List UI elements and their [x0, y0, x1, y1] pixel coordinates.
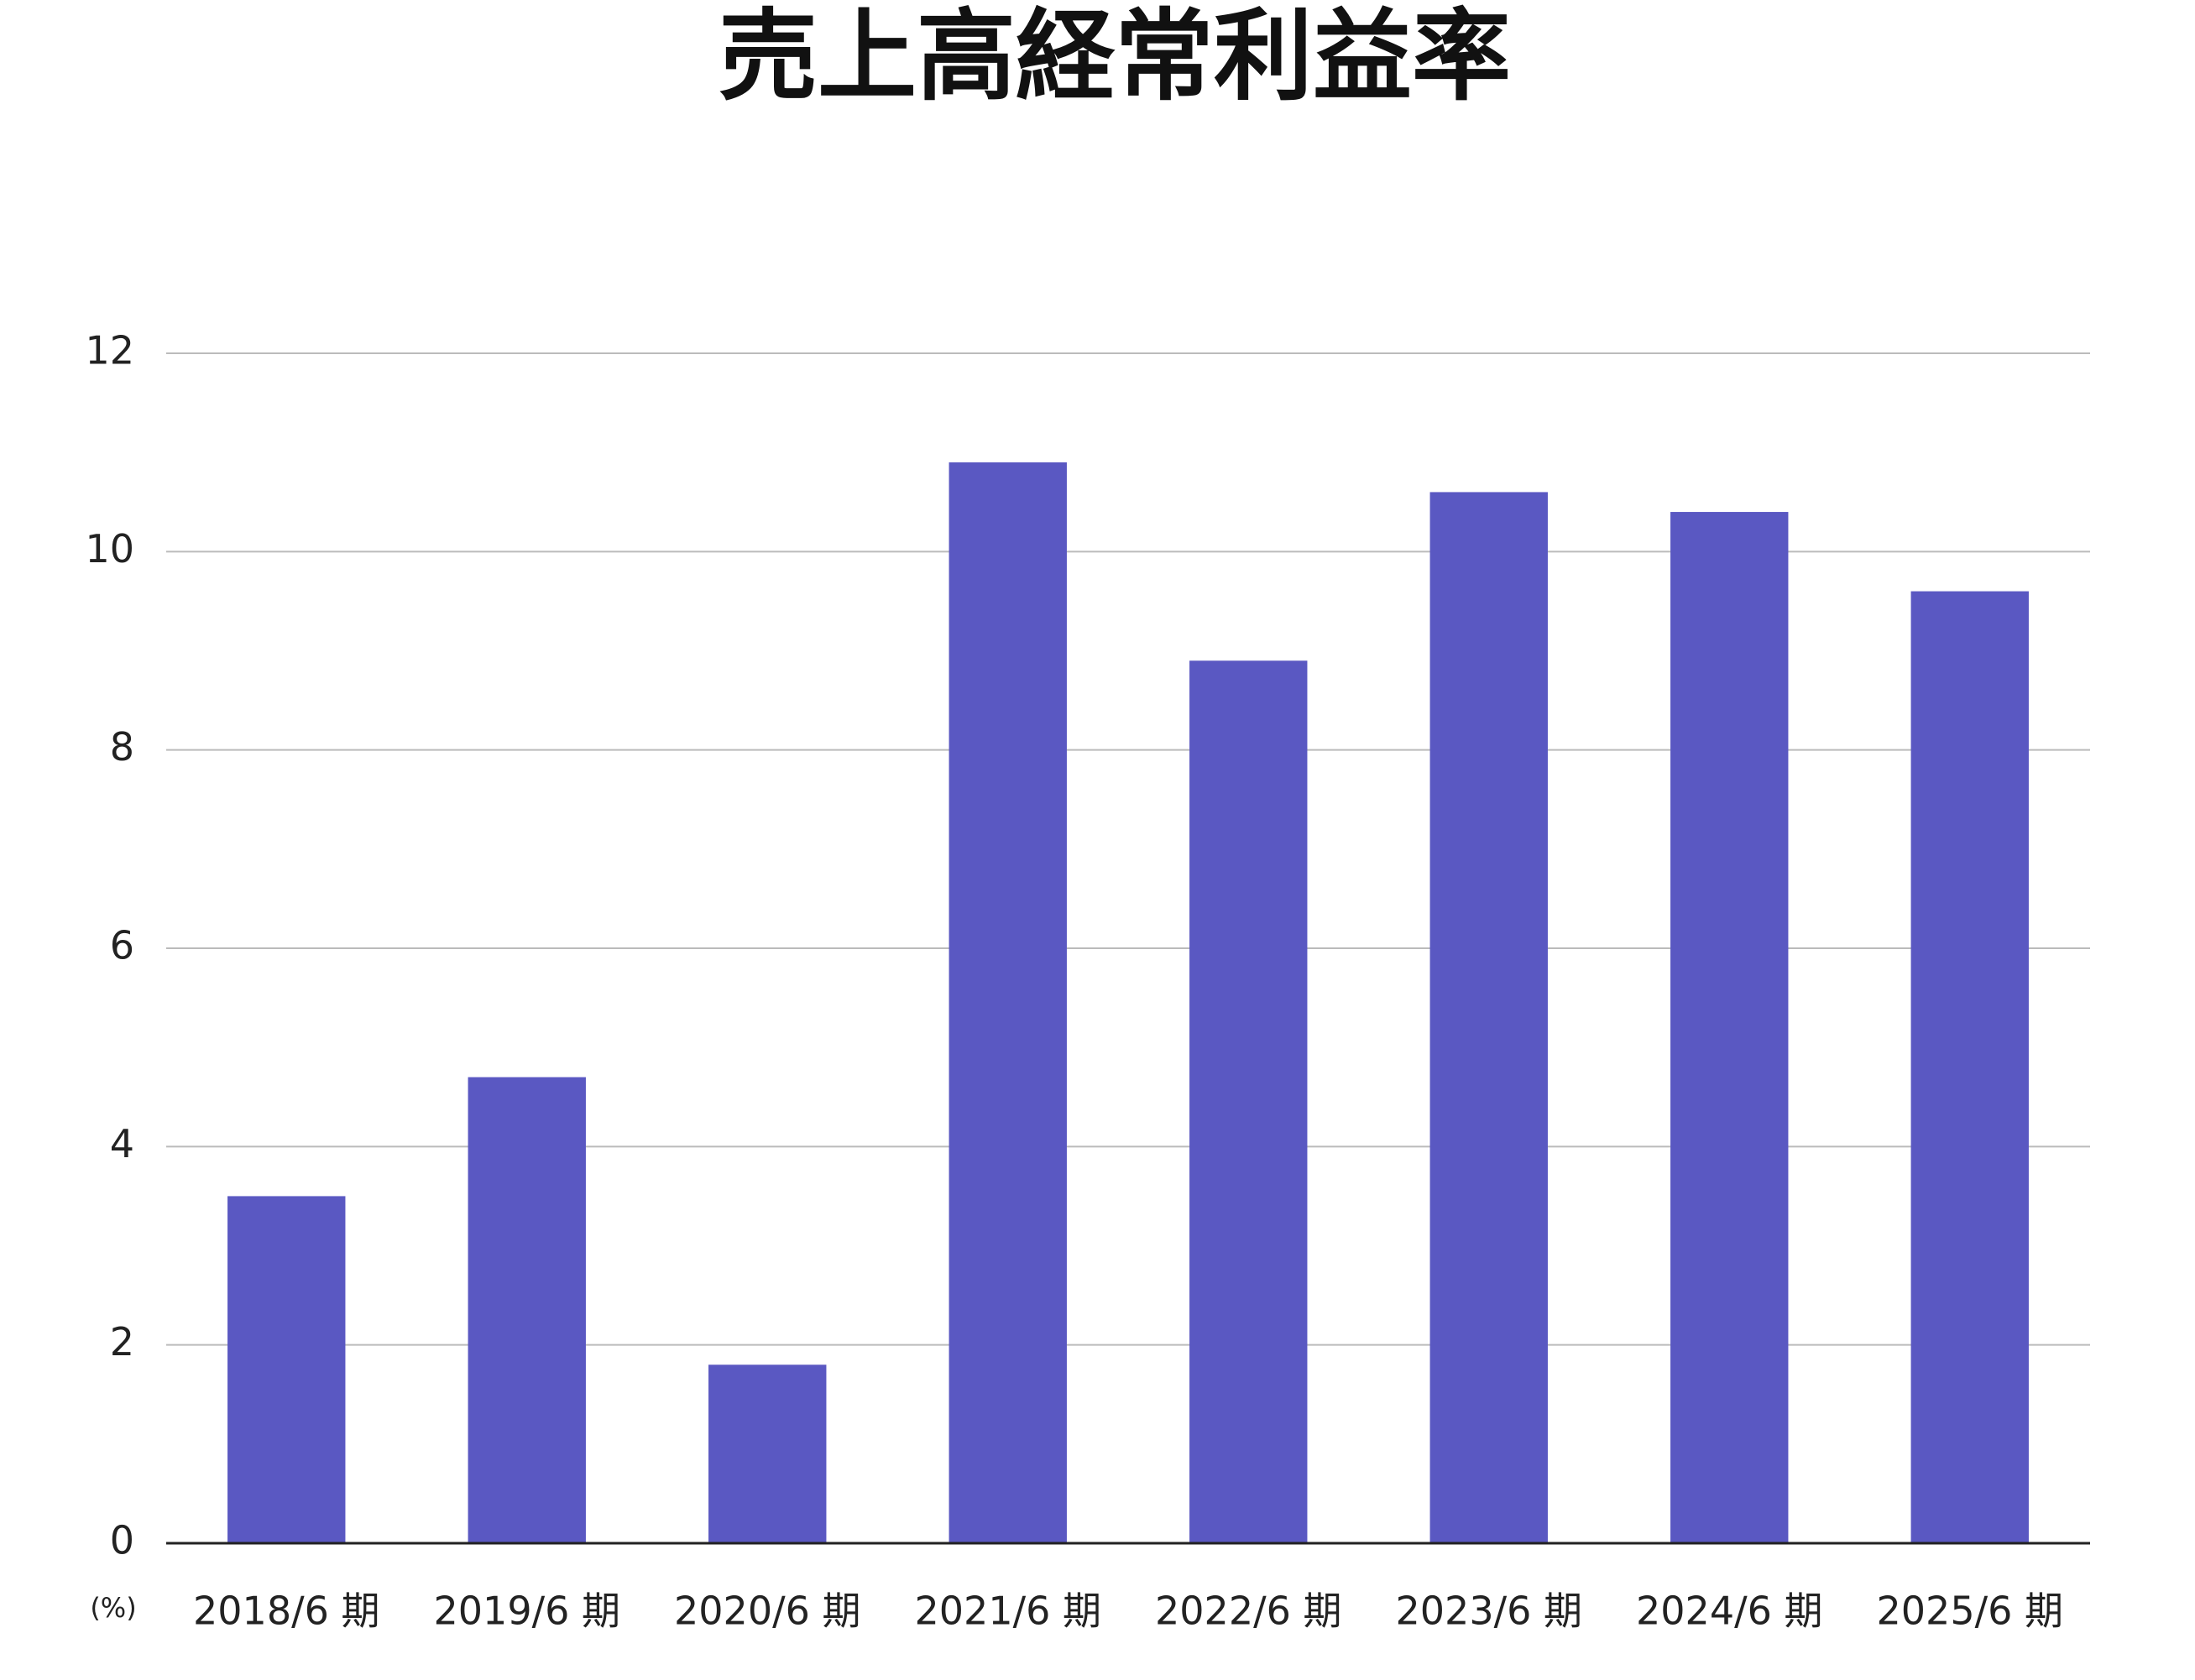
- bar: [468, 1077, 586, 1543]
- y-tick-label: 6: [110, 923, 134, 968]
- y-tick-label: 12: [85, 328, 134, 373]
- x-tick-label: 2020/6 期: [674, 1589, 860, 1634]
- y-axis-unit: (%): [90, 1592, 136, 1624]
- bar: [949, 462, 1067, 1543]
- y-tick-label: 0: [110, 1518, 134, 1563]
- y-tick-label: 4: [110, 1121, 134, 1166]
- chart-title: 売上高経常利益率: [719, 0, 1511, 114]
- x-tick-label: 2019/6 期: [434, 1589, 620, 1634]
- y-tick-label: 8: [110, 724, 134, 770]
- bar: [1189, 660, 1308, 1543]
- x-tick-label: 2021/6 期: [915, 1589, 1101, 1634]
- x-tick-label: 2025/6 期: [1877, 1589, 2063, 1634]
- y-tick-label: 2: [110, 1319, 134, 1364]
- x-tick-label: 2018/6 期: [193, 1589, 379, 1634]
- bar: [1670, 512, 1789, 1543]
- bar: [1910, 591, 2029, 1543]
- x-tick-label: 2023/6 期: [1396, 1589, 1582, 1634]
- bar: [227, 1196, 346, 1543]
- x-tick-label: 2024/6 期: [1636, 1589, 1822, 1634]
- bar: [1429, 492, 1548, 1543]
- bar: [708, 1364, 827, 1543]
- y-tick-label: 10: [85, 526, 134, 571]
- x-tick-label: 2022/6 期: [1155, 1589, 1341, 1634]
